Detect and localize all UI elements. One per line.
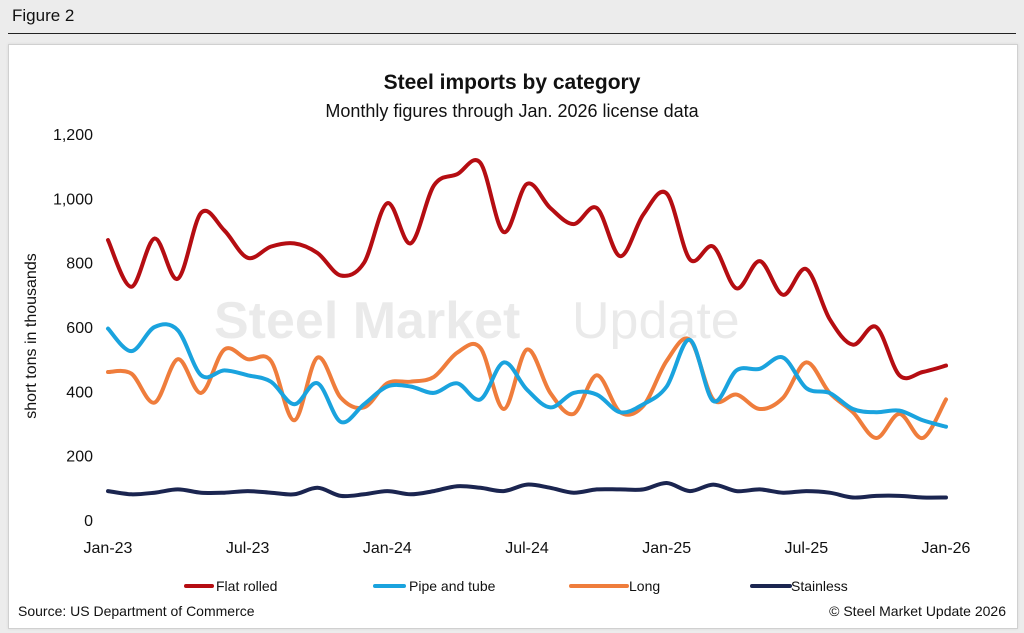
legend-label-long: Long: [629, 578, 660, 594]
y-tick-label: 1,000: [53, 191, 93, 208]
x-tick-label: Jan-26: [922, 540, 971, 557]
x-tick-label: Jan-24: [363, 540, 412, 557]
legend-label-stainless: Stainless: [791, 578, 848, 594]
watermark-text-bold: Steel Market: [214, 292, 520, 350]
y-tick-label: 600: [66, 320, 93, 337]
header-rule: [8, 33, 1016, 34]
series-line-long: [106, 336, 948, 441]
series-line-pipe-and-tube: [106, 322, 948, 429]
watermark: Steel Market Update: [214, 292, 740, 350]
x-tick-label: Jul-23: [226, 540, 270, 557]
y-tick-label: 0: [84, 513, 93, 530]
legend: Flat rolled Pipe and tube Long Stainless: [184, 578, 848, 594]
y-tick-label: 400: [66, 384, 93, 401]
y-tick-label: 200: [66, 449, 93, 466]
legend-label-flat-rolled: Flat rolled: [216, 578, 277, 594]
chart-panel: [8, 44, 1018, 629]
x-axis: Jan-23 Jul-23 Jan-24 Jul-24 Jan-25 Jul-25 Jan-…: [84, 540, 971, 557]
x-tick-label: Jul-25: [785, 540, 829, 557]
series-line-stainless: [106, 481, 948, 500]
series-lines: [106, 158, 948, 500]
y-axis-label: short tons in thousands: [23, 253, 40, 418]
y-tick-label: 1,200: [53, 127, 93, 144]
x-tick-label: Jul-24: [505, 540, 549, 557]
y-axis: 0 200 400 600 800 1,000 1,200: [53, 127, 93, 530]
y-tick-label: 800: [66, 256, 93, 273]
figure-label: Figure 2: [12, 6, 75, 25]
source-note: Source: US Department of Commerce: [18, 603, 255, 619]
copyright-note: © Steel Market Update 2026: [829, 603, 1006, 619]
legend-label-pipe-and-tube: Pipe and tube: [409, 578, 496, 594]
watermark-text-light: Update: [572, 292, 740, 350]
series-line-flat-rolled: [106, 158, 948, 381]
chart-title: Steel imports by category: [384, 71, 641, 94]
chart-subtitle: Monthly figures through Jan. 2026 licens…: [325, 101, 699, 121]
x-tick-label: Jan-23: [84, 540, 133, 557]
x-tick-label: Jan-25: [642, 540, 691, 557]
